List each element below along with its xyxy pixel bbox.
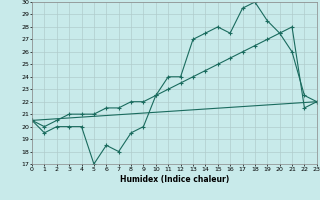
X-axis label: Humidex (Indice chaleur): Humidex (Indice chaleur) xyxy=(120,175,229,184)
